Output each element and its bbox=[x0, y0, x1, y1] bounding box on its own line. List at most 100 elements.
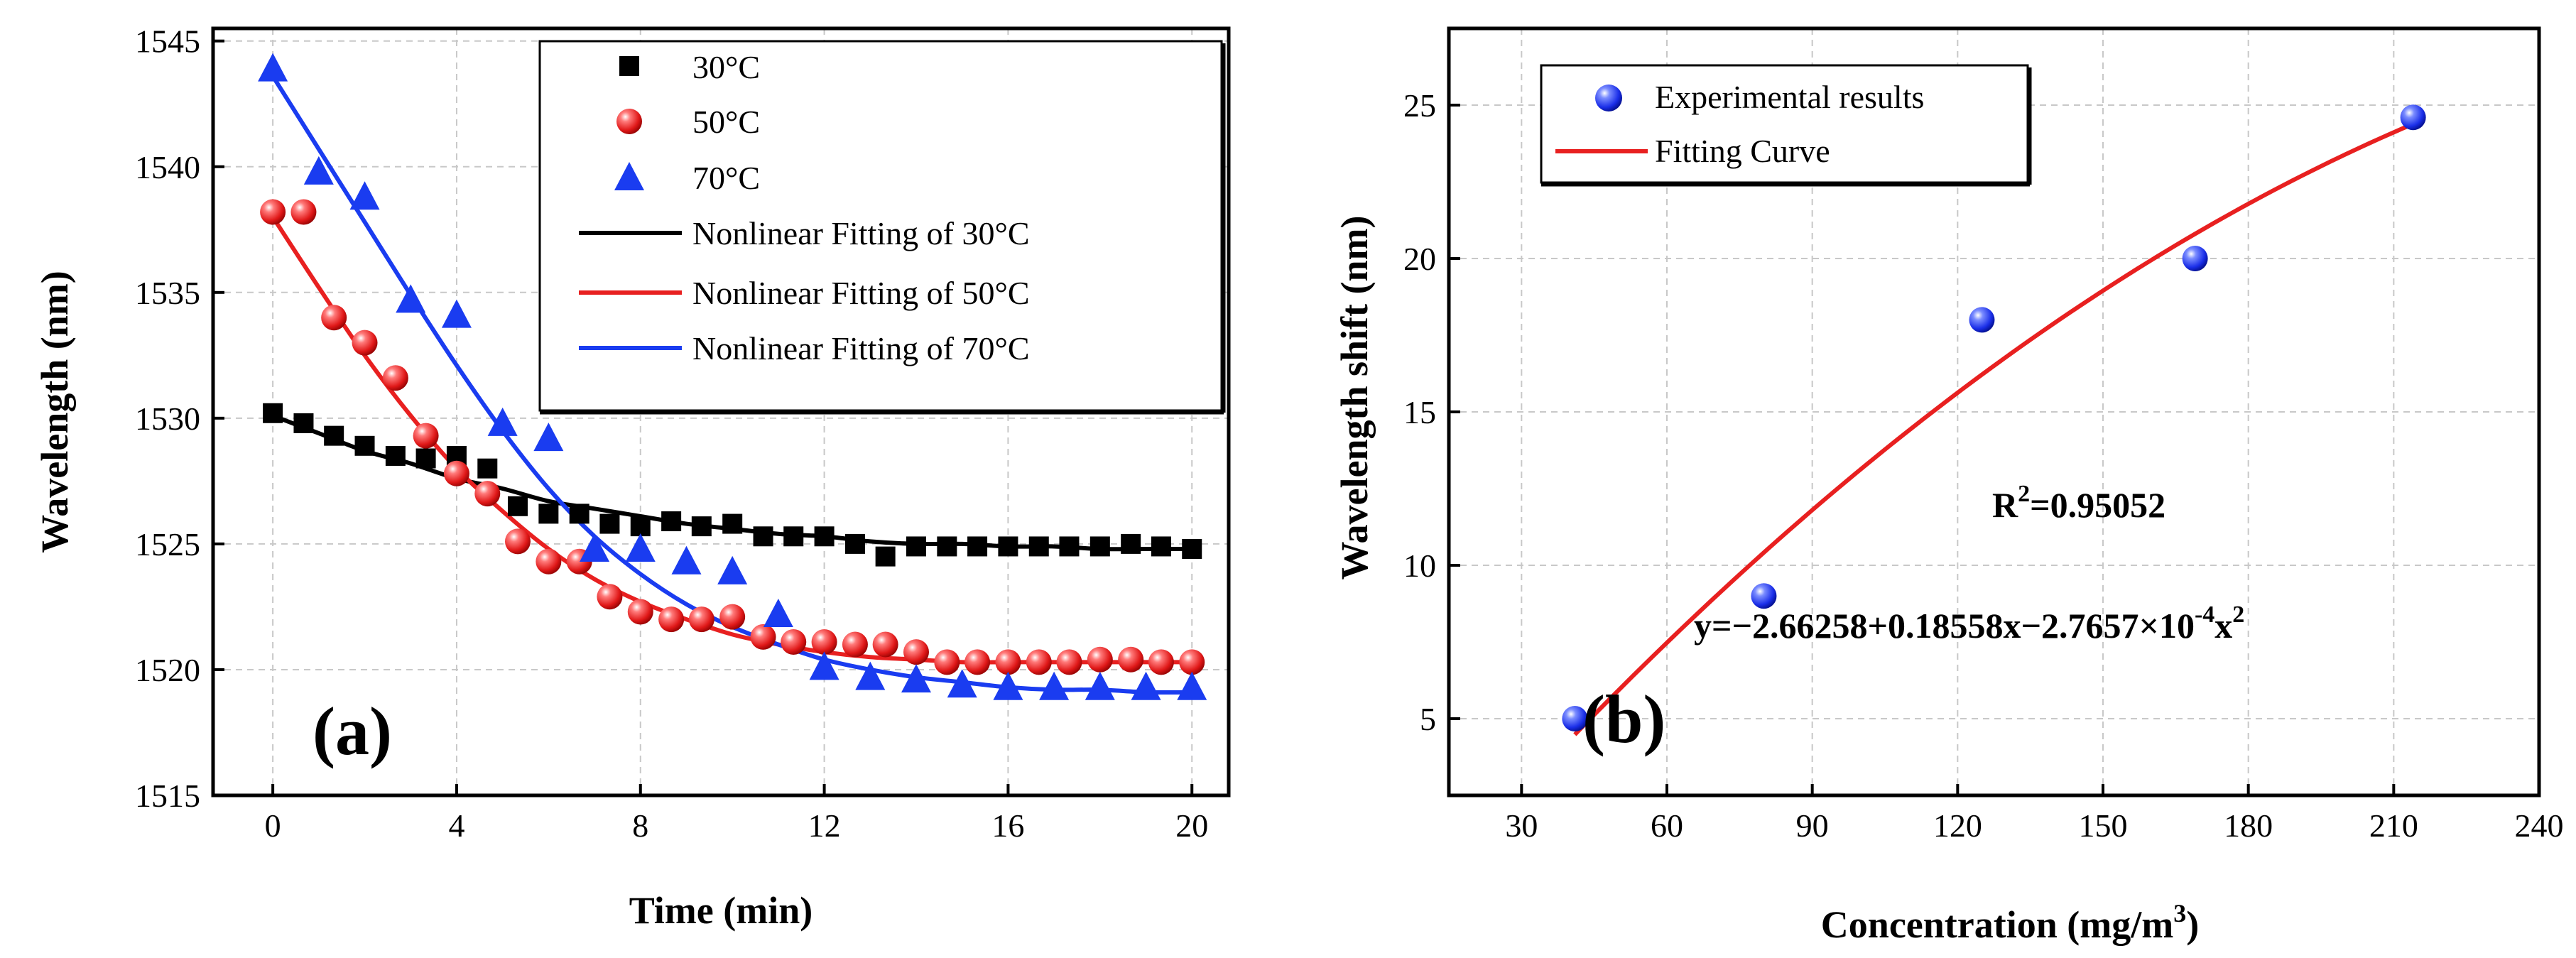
panel-b-x-axis-label: Concentration (mg/m3) bbox=[1821, 899, 2199, 946]
panel-a: 0 4 8 12 16 20 1515 1520 1525 1530 1535 1540 1545 Ti… bbox=[33, 23, 1231, 932]
panel-a-point-sphere bbox=[505, 528, 531, 555]
panel-b-x-tick-label: 150 bbox=[2079, 807, 2128, 844]
panel-b-point-experimental bbox=[1562, 706, 1588, 731]
panel-a-point-sphere bbox=[1056, 649, 1082, 675]
panel-a-point-sphere bbox=[964, 649, 991, 675]
legend-marker-experimental bbox=[1595, 85, 1622, 111]
panel-b-point-experimental bbox=[1751, 583, 1777, 609]
panel-a-point-square bbox=[1151, 536, 1171, 557]
fit-equation-x: x bbox=[2214, 606, 2232, 646]
panel-a-point-square bbox=[354, 435, 375, 456]
panel-b-y-tick-label: 20 bbox=[1403, 241, 1436, 277]
fit-equation-exponent: -4 bbox=[2195, 602, 2214, 628]
panel-a-x-tick-label: 16 bbox=[991, 807, 1024, 844]
legend-marker-70c bbox=[614, 162, 644, 190]
panel-a-point-triangle bbox=[1039, 671, 1070, 700]
panel-a-point-sphere bbox=[443, 460, 469, 486]
panel-b-x-tick-label: 60 bbox=[1651, 807, 1683, 844]
panel-a-point-triangle bbox=[855, 661, 886, 690]
legend-marker-50c bbox=[616, 109, 642, 134]
panel-a-y-tick-label: 1545 bbox=[135, 23, 200, 60]
panel-a-point-sphere bbox=[1026, 649, 1052, 675]
panel-a-point-sphere bbox=[781, 629, 807, 655]
panel-a-y-axis-label: Wavelength (nm) bbox=[33, 271, 76, 553]
panel-b-x-tick-label: 240 bbox=[2515, 807, 2564, 844]
panel-a-point-sphere bbox=[842, 631, 868, 658]
r-squared-superscript: 2 bbox=[2018, 481, 2030, 507]
panel-a-point-triangle bbox=[303, 156, 334, 185]
panel-a-fit-line-2 bbox=[271, 75, 1192, 695]
panel-a-y-tick-label: 1525 bbox=[135, 526, 200, 562]
panel-b-fitting-curve bbox=[1573, 124, 2409, 736]
panel-a-point-triangle bbox=[349, 181, 380, 210]
panel-b-x-axis-label-main: Concentration (mg/m bbox=[1821, 903, 2173, 946]
legend-label-fitting-curve: Fitting Curve bbox=[1655, 133, 1830, 169]
panel-a-x-tick-label: 8 bbox=[632, 807, 648, 844]
panel-a-point-triangle bbox=[901, 664, 931, 693]
panel-a-point-triangle bbox=[947, 669, 977, 698]
panel-b-fit-line bbox=[1573, 124, 2409, 736]
fit-equation-main: y=−2.66258+0.18558x−2.7657×10 bbox=[1694, 606, 2195, 646]
panel-a-point-sphere bbox=[536, 548, 562, 575]
legend-label-30c: 30°C bbox=[692, 49, 760, 85]
panel-b-point-experimental bbox=[2400, 104, 2426, 131]
panel-a-point-triangle bbox=[487, 407, 518, 436]
panel-a-point-triangle bbox=[625, 533, 656, 562]
panel-a-x-tick-label: 12 bbox=[808, 807, 841, 844]
panel-a-plot-frame bbox=[211, 26, 1231, 798]
panel-a-point-square bbox=[1121, 533, 1141, 554]
panel-a-point-sphere bbox=[597, 584, 623, 610]
panel-a-point-square bbox=[569, 504, 589, 524]
panel-a-point-sphere bbox=[352, 330, 378, 356]
panel-b-x-tick-label: 90 bbox=[1796, 807, 1829, 844]
panel-a-point-square bbox=[783, 526, 804, 547]
panel-a-point-triangle bbox=[441, 299, 472, 328]
panel-b-x-axis-label-end: ) bbox=[2186, 903, 2199, 946]
panel-a-point-sphere bbox=[872, 631, 898, 658]
panel-a-point-sphere bbox=[382, 365, 408, 391]
panel-a-point-sphere bbox=[688, 606, 714, 633]
panel-a-point-square bbox=[1059, 536, 1080, 557]
panel-a-point-triangle bbox=[580, 533, 610, 562]
panel-a-point-triangle bbox=[396, 284, 426, 313]
panel-b-y-axis-label: Wavelength shift (nm) bbox=[1333, 216, 1376, 580]
panel-b-y-tick-label: 25 bbox=[1403, 87, 1436, 124]
panel-a-legend: 30°C 50°C 70°C Nonlinear Fitting of 30°C… bbox=[538, 40, 1226, 415]
panel-a-x-tick-label: 4 bbox=[448, 807, 464, 844]
panel-a-point-sphere bbox=[474, 481, 501, 507]
legend-label-fit-50c: Nonlinear Fitting of 50°C bbox=[692, 275, 1030, 311]
panel-a-point-square bbox=[1089, 536, 1110, 557]
panel-a-point-square bbox=[661, 511, 682, 532]
panel-a-point-square bbox=[477, 458, 498, 479]
panel-b-x-tick-label: 30 bbox=[1505, 807, 1538, 844]
panel-a-point-sphere bbox=[811, 629, 837, 655]
legend-label-70c: 70°C bbox=[692, 160, 760, 196]
panel-a-point-sphere bbox=[719, 604, 746, 630]
panel-a-point-square bbox=[906, 536, 926, 557]
panel-a-point-sphere bbox=[1148, 649, 1174, 675]
panel-b-y-tick-label: 15 bbox=[1403, 394, 1436, 430]
panel-a-point-square bbox=[263, 403, 283, 423]
panel-a-point-triangle bbox=[1177, 671, 1207, 700]
panel-a-point-square bbox=[691, 516, 712, 537]
panel-a-x-tick-label: 0 bbox=[265, 807, 281, 844]
panel-a-point-sphere bbox=[1118, 646, 1144, 673]
fit-equation-annotation: y=−2.66258+0.18558x−2.7657×10-4x2 bbox=[1694, 602, 2244, 646]
panel-a-point-sphere bbox=[658, 606, 685, 633]
panel-a-y-tick-label: 1515 bbox=[135, 778, 200, 814]
panel-a-point-square bbox=[844, 533, 865, 554]
r-squared-annotation: R2=0.95052 bbox=[1992, 481, 2165, 525]
panel-a-x-tick-label: 20 bbox=[1175, 807, 1208, 844]
panel-a-point-triangle bbox=[809, 651, 839, 680]
panel-a-point-triangle bbox=[671, 545, 702, 575]
panel-a-point-sphere bbox=[1179, 649, 1205, 675]
panel-a-point-square bbox=[1028, 536, 1049, 557]
panel-a-point-square bbox=[599, 513, 620, 534]
panel-a-y-tick-label: 1535 bbox=[135, 275, 200, 311]
panel-a-point-square bbox=[967, 536, 988, 557]
legend-label-50c: 50°C bbox=[692, 104, 760, 140]
panel-a-point-sphere bbox=[995, 649, 1021, 675]
panel-a-point-sphere bbox=[290, 199, 317, 225]
panel-a-point-square bbox=[415, 448, 436, 469]
panel-a-point-square bbox=[385, 445, 406, 466]
